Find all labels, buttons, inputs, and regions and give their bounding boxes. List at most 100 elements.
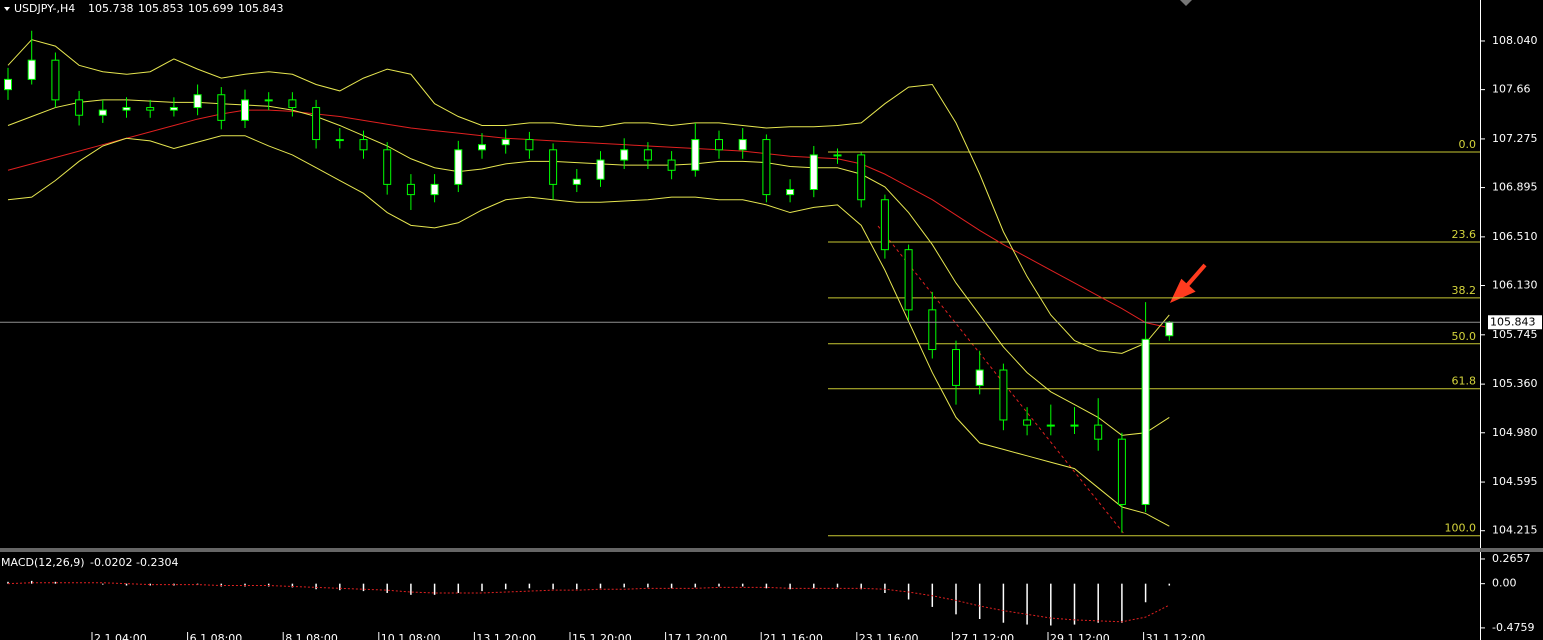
x-tick-label: 21.1 16:00 — [763, 632, 823, 640]
x-tick-label: 8.1 08:00 — [285, 632, 338, 640]
y-tick-label: 104.215 — [1492, 524, 1538, 537]
macd-signal-value: -0.2304 — [136, 556, 178, 569]
candle-body — [51, 59, 60, 101]
fib-label: 50.0 — [1452, 330, 1477, 343]
candle-body — [501, 139, 510, 146]
candle-body — [596, 159, 605, 180]
candle-body — [738, 139, 747, 151]
x-tick-label: 13.1 20:00 — [476, 632, 536, 640]
candle-body — [809, 154, 818, 190]
x-tick-label: 29.1 12:00 — [1050, 632, 1110, 640]
menu-triangle — [4, 7, 10, 11]
candle-body — [406, 183, 415, 196]
y-tick-label: 106.895 — [1492, 181, 1538, 194]
candle-body — [1094, 424, 1103, 440]
candle-body — [857, 154, 866, 201]
candle-body — [1117, 438, 1126, 505]
marker — [1180, 0, 1192, 6]
x-tick-label: 31.1 12:00 — [1146, 632, 1206, 640]
candle-body — [786, 188, 795, 196]
y-tick-label: 107.275 — [1492, 132, 1538, 145]
fib-label: 0.0 — [1459, 138, 1477, 151]
candle-body — [478, 144, 486, 151]
candle-body — [667, 159, 676, 171]
panel-separator — [0, 548, 1543, 552]
candle-body — [122, 107, 131, 111]
candle-body — [691, 139, 700, 171]
price-box — [1488, 315, 1542, 330]
candle-body — [27, 59, 36, 80]
macd-signal — [7, 582, 1170, 623]
x-tick-label: 27.1 12:00 — [954, 632, 1014, 640]
x-tick-label: 17.1 20:00 — [668, 632, 728, 640]
y-tick-label: 105.745 — [1492, 328, 1538, 341]
y-tick-label: 105.360 — [1492, 377, 1538, 390]
candle-body — [643, 149, 652, 161]
x-tick-label: 15.1 20:00 — [572, 632, 632, 640]
candle-body — [904, 249, 913, 311]
x-tick-label: 2.1 04:00 — [94, 632, 147, 640]
candle-body — [264, 99, 273, 102]
candle-body — [952, 349, 960, 386]
y-tick-label: 106.510 — [1492, 230, 1538, 243]
indicator-line — [7, 109, 1170, 329]
candle-body — [335, 139, 344, 142]
candle-body — [4, 78, 12, 91]
candle-body — [1165, 321, 1174, 337]
candle-body — [549, 149, 558, 185]
header-close: 105.843 — [238, 2, 284, 15]
candle-body — [75, 99, 84, 116]
indicator-line — [7, 135, 1170, 527]
chart-title: USDJPY-,H4 — [14, 2, 75, 15]
candle-body — [715, 139, 723, 151]
indicator-line — [7, 39, 1170, 354]
candle-body — [430, 183, 439, 196]
candle-body — [312, 107, 321, 141]
indicator-line — [7, 99, 1170, 436]
candle-body — [975, 369, 984, 386]
candle-body — [193, 94, 202, 109]
macd-y-tick-label: 0.00 — [1492, 577, 1517, 590]
candle-body — [359, 139, 368, 151]
candle-body — [999, 369, 1008, 421]
macd-y-tick-label: 0.2657 — [1492, 552, 1531, 565]
y-tick-label: 107.66 — [1492, 83, 1531, 96]
macd-y-tick-label: -0.4759 — [1492, 621, 1534, 634]
candle-body — [525, 139, 534, 151]
fib-label: 23.6 — [1452, 228, 1477, 241]
candle-body — [1070, 424, 1079, 427]
fib-label: 100.0 — [1445, 522, 1477, 535]
candle-body — [572, 178, 581, 185]
candle-body — [169, 107, 178, 111]
x-tick-label: 6.1 08:00 — [190, 632, 243, 640]
current-price-label: 105.843 — [1490, 315, 1536, 328]
y-tick-label: 108.040 — [1492, 34, 1538, 47]
candle-body — [1141, 338, 1150, 505]
candle-body — [1023, 419, 1032, 426]
candle-body — [383, 149, 392, 185]
x-tick-label: 23.1 16:00 — [859, 632, 919, 640]
candle-body — [288, 99, 297, 109]
fib-label: 61.8 — [1452, 375, 1477, 388]
header-high: 105.853 — [138, 2, 184, 15]
candle-body — [762, 139, 771, 196]
macd-value: -0.0202 — [90, 556, 132, 569]
y-tick-label: 104.595 — [1492, 475, 1538, 488]
candle-body — [454, 149, 463, 185]
candle-body — [1046, 424, 1055, 427]
fib-label: 38.2 — [1452, 284, 1477, 297]
y-tick-label: 104.980 — [1492, 426, 1538, 439]
candle-body — [146, 107, 155, 111]
candle-body — [880, 199, 889, 251]
y-tick-label: 106.130 — [1492, 279, 1538, 292]
header-low: 105.699 — [188, 2, 234, 15]
candle-body — [241, 99, 249, 121]
x-tick-label: 10.1 08:00 — [381, 632, 441, 640]
arrow — [1169, 263, 1207, 304]
candle-body — [620, 149, 629, 161]
candle-body — [833, 154, 842, 157]
candle-body — [98, 109, 107, 116]
header-open: 105.738 — [88, 2, 134, 15]
